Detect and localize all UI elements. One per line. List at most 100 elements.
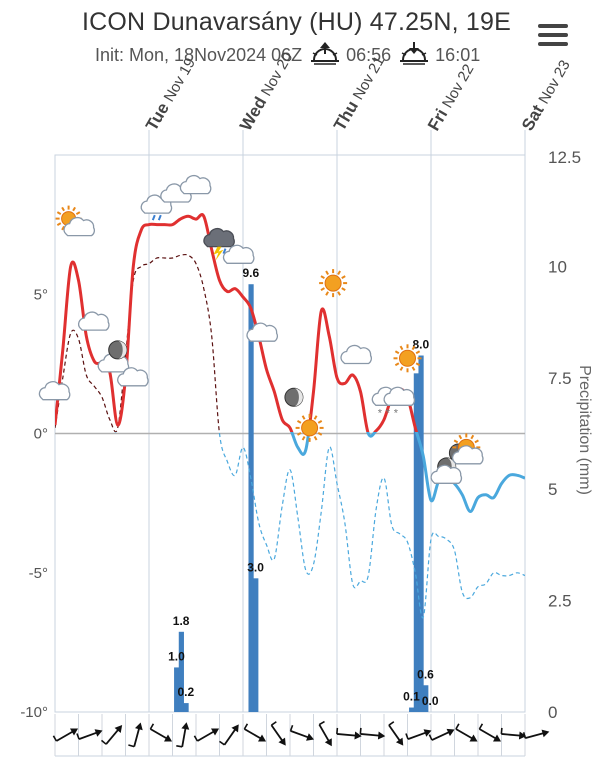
sun-ray — [341, 275, 346, 279]
sunrise-icon — [310, 40, 340, 71]
wind-arrow-icon — [289, 724, 315, 741]
wind-head — [278, 737, 286, 746]
day-date: Nov 20 — [258, 49, 296, 99]
precipitation-label: 9.6 — [242, 266, 259, 280]
precipitation-label: 1.0 — [168, 649, 185, 663]
wind-arrow-icon — [500, 727, 527, 740]
wind-barb — [405, 733, 409, 740]
wind-arrow-icon — [428, 728, 455, 741]
precipitation-bars — [174, 284, 429, 712]
sun-ray — [313, 436, 318, 441]
cloud-icon — [246, 322, 278, 342]
wind-arrow-icon — [359, 727, 386, 740]
sun-ray — [453, 439, 459, 444]
cloud-shape — [246, 322, 278, 342]
precipitation-labels: 1.0 1.8 0.2 9.6 3.0 0.1 8.0 0.6 0.0 — [168, 266, 439, 708]
wind-arrow-icon — [455, 723, 478, 742]
day-labels: Tue Nov 19 Wed Nov 20 Thu Nov 21 Fri Nov 22… — [142, 49, 574, 134]
init-label: Init: Mon, 18Nov2024 06Z — [95, 45, 303, 65]
cloud-icon — [222, 244, 255, 264]
cloud-icon — [430, 464, 463, 484]
wind-head — [69, 728, 79, 736]
wind-head — [377, 731, 386, 740]
wind-head — [94, 729, 103, 737]
wind-barb — [149, 723, 155, 730]
wind-arrow-icon — [76, 729, 103, 740]
cloud-shape — [203, 227, 235, 248]
wind-head — [395, 737, 404, 746]
wind-arrow-icon — [128, 722, 143, 748]
sunrise-time: 06:56 — [346, 45, 392, 65]
moon-phase — [293, 388, 303, 407]
wind-arrow-icon — [478, 723, 502, 742]
wind-head — [446, 728, 455, 737]
wind-barb — [359, 727, 362, 735]
wind-arrow-icon — [388, 721, 404, 746]
sun-ray — [317, 420, 323, 424]
precipitation-label: 0.0 — [422, 694, 439, 708]
precipitation-bar — [423, 685, 429, 712]
wind-barb — [193, 735, 199, 742]
sun-ray — [337, 291, 341, 296]
sun-icon — [393, 344, 422, 373]
chart-header: ICON Dunavarsány (HU) 47.25N, 19E Init: … — [0, 0, 593, 70]
hamburger-menu-icon[interactable] — [538, 24, 568, 48]
sun-ray — [394, 350, 400, 355]
precipitation-label: 0.2 — [177, 685, 194, 699]
precipitation-bar — [413, 373, 419, 712]
y-axis-left: 5° 0° -5° -10° — [20, 286, 48, 721]
y-right-tick-label: 2.5 — [548, 592, 572, 611]
y-left-tick-label: -5° — [29, 565, 48, 582]
moon-icon — [284, 387, 304, 407]
dewpoint-line — [114, 432, 525, 619]
y-axis-right-title: Precipitation (mm) — [576, 365, 593, 495]
sun-ray — [296, 420, 302, 424]
sun-ray — [415, 362, 421, 367]
wind-arrow-icon — [522, 729, 550, 739]
moon-icon — [108, 340, 128, 360]
sun-ray — [341, 287, 346, 291]
wind-arrow-icon — [270, 721, 286, 746]
precipitation-bar — [409, 707, 415, 712]
wind-head — [469, 734, 478, 742]
y-left-tick-label: 5° — [34, 286, 48, 303]
wind-head — [181, 722, 190, 730]
cloud-icon — [452, 445, 484, 465]
temperature-lines — [55, 213, 525, 619]
sun-ray — [320, 275, 325, 279]
sun-ray — [415, 350, 421, 355]
day-label: Sat Nov 23 — [518, 56, 574, 134]
sun-ray — [301, 415, 306, 420]
precipitation-label: 3.0 — [247, 560, 264, 574]
dewpoint-above-zero — [55, 253, 220, 432]
cloud-shape — [430, 464, 463, 484]
cloud-shape — [340, 344, 372, 365]
cloud-shape — [117, 367, 149, 387]
cloud-shape — [38, 381, 71, 401]
sun-ray — [470, 434, 475, 440]
wind-head — [423, 729, 432, 737]
y-axis-right: 12.5 10 7.5 5 2.5 0 — [548, 148, 581, 722]
y-left-tick-label: 0° — [34, 426, 48, 443]
day-date: Nov 19 — [161, 55, 199, 105]
precipitation-bar — [248, 284, 254, 712]
sun-ray — [474, 439, 479, 444]
cloud-icon — [179, 174, 212, 195]
wind-barb — [243, 723, 249, 730]
sun-ray — [72, 206, 76, 212]
wind-barb — [270, 721, 277, 726]
precipitation-bar — [253, 578, 259, 712]
temperature-line — [55, 213, 419, 432]
wind-arrow-icon — [52, 728, 79, 742]
wind-arrow-icon — [149, 723, 173, 742]
wind-arrow-icon — [243, 723, 267, 742]
sun-disc — [399, 349, 416, 367]
precipitation-label: 8.0 — [412, 338, 429, 352]
sun-ray — [399, 366, 404, 371]
precipitation-bar — [174, 667, 180, 712]
wind-head — [231, 724, 239, 733]
sun-icon — [319, 269, 348, 298]
precipitation-bar — [178, 631, 184, 712]
precipitation-label: 0.6 — [417, 667, 434, 681]
